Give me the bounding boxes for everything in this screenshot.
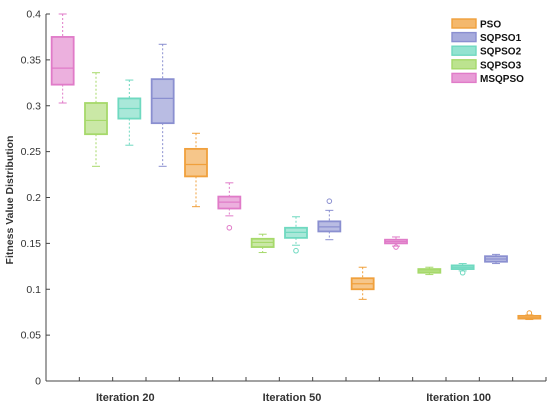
y-tick-label: 0.35 (21, 54, 42, 66)
box-body (150, 78, 175, 125)
boxes-layer (50, 13, 542, 321)
box-iteration-100-sqpso2 (450, 263, 475, 276)
y-tick-label: 0.05 (21, 330, 42, 342)
outlier-point (459, 269, 466, 276)
y-tick-label: 0.2 (26, 192, 41, 204)
legend-swatch-sqpso1 (451, 31, 477, 43)
box-body (50, 36, 75, 86)
box-body (184, 147, 208, 178)
box-iteration-50-pso (350, 266, 375, 300)
box-iteration-50-msqpso (217, 182, 242, 231)
x-group-label: Iteration 50 (263, 392, 322, 404)
legend-label-msqpso: MSQPSO (480, 74, 524, 85)
outlier-point (326, 198, 333, 204)
x-group-label: Iteration 100 (426, 392, 491, 404)
legend-label-sqpso1: SQPSO1 (480, 33, 522, 44)
legend-swatch-sqpso3 (451, 59, 477, 70)
box-iteration-50-sqpso2 (284, 216, 308, 254)
outlier-point (226, 224, 233, 231)
y-axis-title: Fitness Value Distribution (4, 136, 16, 265)
y-tick-label: 0.3 (26, 100, 41, 112)
outlier-point (526, 310, 533, 316)
y-tick-label: 0.15 (21, 238, 42, 250)
box-iteration-100-pso (517, 310, 542, 321)
legend-swatch-sqpso2 (451, 45, 477, 56)
box-iteration-100-msqpso (384, 236, 408, 250)
box-body (84, 102, 108, 136)
box-iteration-20-sqpso2 (117, 79, 142, 146)
box-iteration-20-pso (184, 132, 208, 208)
box-iteration-100-sqpso1 (484, 253, 508, 265)
box-iteration-20-sqpso3 (84, 72, 108, 167)
legend: PSO SQPSO1 SQPSO2 SQPSO3 MSQPSO (448, 15, 540, 87)
legend-swatch-pso (451, 18, 477, 29)
box-iteration-50-sqpso3 (250, 233, 275, 254)
outlier-point (293, 247, 299, 254)
y-tick-label: 0 (35, 376, 41, 388)
outlier-point (393, 244, 399, 250)
box-iteration-100-sqpso3 (417, 266, 442, 276)
box-iteration-20-msqpso (50, 13, 75, 104)
legend-label-sqpso2: SQPSO2 (480, 47, 522, 58)
y-tick-label: 0.4 (26, 9, 41, 21)
box-iteration-50-sqpso1 (317, 198, 342, 241)
y-tick-label: 0.25 (21, 146, 42, 158)
axes-layer: 0 0.05 0.1 0.15 0.2 0.25 0.3 0.35 0.4 Iteration 2… (21, 9, 547, 404)
y-tick-label: 0.1 (26, 284, 41, 296)
legend-label-sqpso3: SQPSO3 (480, 60, 522, 71)
box-iteration-20-sqpso1 (150, 43, 175, 167)
legend-swatch-msqpso (451, 72, 477, 84)
x-group-label: Iteration 20 (96, 392, 155, 404)
legend-label-pso: PSO (480, 20, 501, 31)
